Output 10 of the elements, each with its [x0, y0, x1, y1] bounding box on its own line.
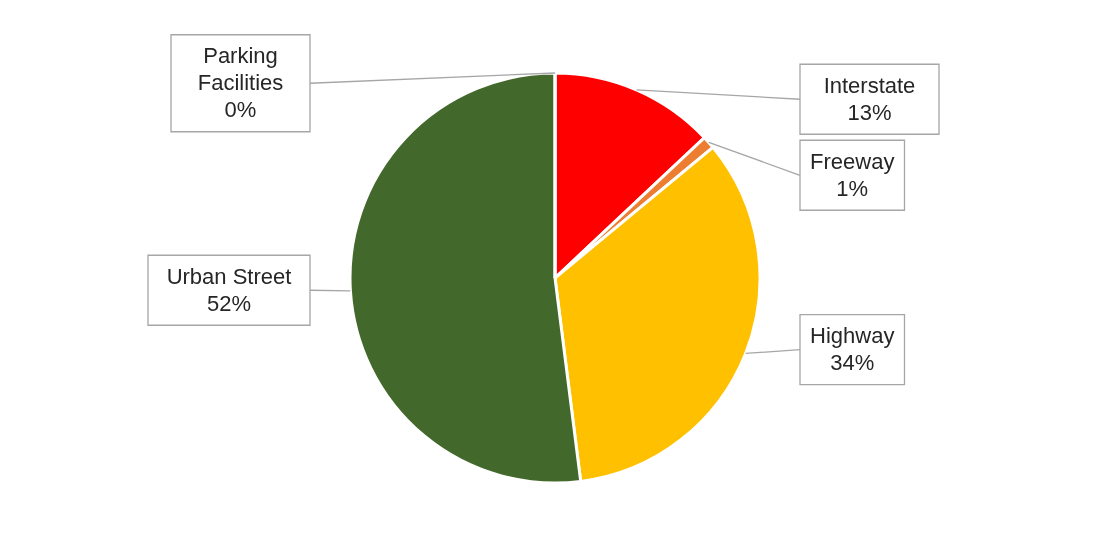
slice-label: Urban Street: [166, 263, 292, 289]
data-label: 13%: [847, 99, 892, 125]
category-label: Parking Facilities: [197, 43, 284, 96]
text: 0%: [224, 97, 257, 123]
slice-label: Freeway: [810, 148, 895, 174]
data-label: 34%: [830, 350, 875, 376]
slice-label: Highway: [810, 323, 895, 349]
data-label: 52%: [206, 290, 252, 316]
data-label: 1%: [836, 175, 869, 201]
slice-label: Interstate: [823, 72, 916, 98]
